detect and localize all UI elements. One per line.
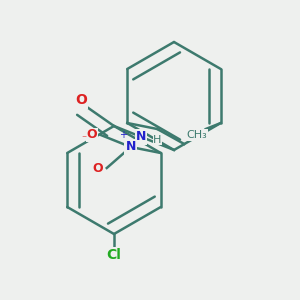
Text: O: O: [86, 128, 97, 142]
Text: Cl: Cl: [106, 248, 122, 262]
Text: ⁻: ⁻: [82, 134, 87, 145]
Text: CH₃: CH₃: [186, 130, 207, 140]
Text: N: N: [136, 130, 146, 143]
Text: O: O: [75, 94, 87, 107]
Text: +: +: [119, 130, 127, 140]
Text: H: H: [153, 135, 162, 145]
Text: N: N: [126, 140, 136, 154]
Text: O: O: [92, 161, 103, 175]
